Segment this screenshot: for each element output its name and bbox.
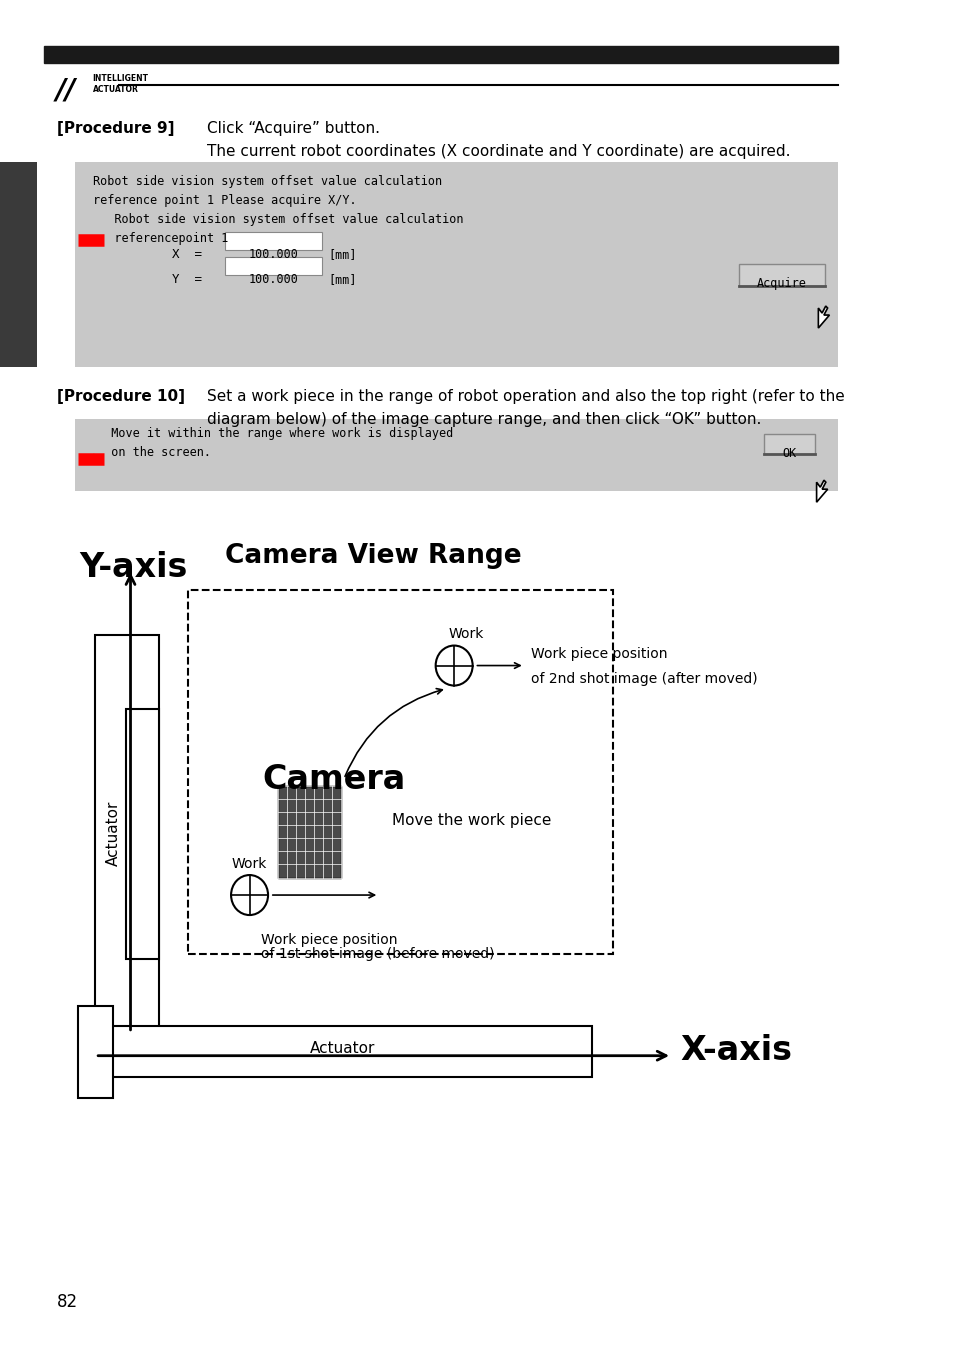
Text: Actuator: Actuator	[105, 801, 120, 865]
Text: INTELLIGENT
ACTUATOR: INTELLIGENT ACTUATOR	[92, 74, 149, 93]
Text: Y-axis: Y-axis	[79, 551, 188, 583]
Text: 82: 82	[57, 1293, 78, 1311]
Text: of 2nd shot image (after moved): of 2nd shot image (after moved)	[530, 671, 757, 686]
Text: //: //	[55, 77, 75, 105]
Text: 100.000: 100.000	[248, 248, 298, 262]
Text: 100.000: 100.000	[248, 273, 298, 286]
Text: Set a work piece in the range of robot operation and also the top right (refer t: Set a work piece in the range of robot o…	[207, 389, 844, 404]
Text: X-axis: X-axis	[680, 1034, 792, 1068]
Circle shape	[231, 875, 268, 915]
Circle shape	[436, 645, 472, 686]
Bar	[763, 435, 814, 454]
Text: [Procedure 9]: [Procedure 9]	[57, 122, 174, 136]
Text: Click “Acquire” button.: Click “Acquire” button.	[207, 122, 380, 136]
Text: Robot side vision system offset value calculation: Robot side vision system offset value ca…	[92, 176, 441, 189]
Text: Work: Work	[231, 857, 266, 871]
Polygon shape	[816, 481, 827, 502]
Text: Actuator: Actuator	[309, 1041, 375, 1057]
Text: Move it within the range where work is displayed: Move it within the range where work is d…	[97, 427, 453, 440]
Text: Acquire: Acquire	[757, 277, 806, 290]
Text: referencepoint 1: referencepoint 1	[92, 232, 228, 246]
Bar	[44, 46, 837, 63]
Text: Move the work piece: Move the work piece	[392, 813, 551, 828]
Text: X  =: X =	[172, 248, 202, 262]
Bar	[95, 1026, 591, 1077]
Text: [mm]: [mm]	[328, 273, 356, 286]
Text: [mm]: [mm]	[328, 248, 356, 262]
Polygon shape	[818, 306, 828, 328]
Text: [Procedure 10]: [Procedure 10]	[57, 389, 185, 404]
Text: Camera: Camera	[262, 763, 406, 795]
Bar	[0, 162, 37, 367]
Bar	[75, 418, 837, 491]
Text: Work piece position: Work piece position	[530, 647, 667, 660]
Text: Work: Work	[448, 626, 483, 640]
Text: on the screen.: on the screen.	[97, 446, 211, 459]
Bar	[277, 786, 341, 878]
Text: reference point 1 Please acquire X/Y.: reference point 1 Please acquire X/Y.	[92, 194, 355, 208]
Bar	[75, 162, 837, 367]
Text: Y  =: Y =	[172, 273, 202, 286]
Text: Camera View Range: Camera View Range	[225, 543, 521, 568]
Bar	[225, 256, 321, 274]
Bar	[188, 590, 612, 954]
Bar	[225, 232, 321, 250]
Text: of 1st shot image (before moved): of 1st shot image (before moved)	[261, 948, 494, 961]
Bar	[77, 1006, 112, 1098]
Text: diagram below) of the image capture range, and then click “OK” button.: diagram below) of the image capture rang…	[207, 412, 760, 427]
Text: OK: OK	[781, 447, 796, 460]
Text: Robot side vision system offset value calculation: Robot side vision system offset value ca…	[92, 213, 462, 227]
Bar	[95, 634, 158, 1033]
Bar	[126, 709, 158, 958]
Text: The current robot coordinates (X coordinate and Y coordinate) are acquired.: The current robot coordinates (X coordin…	[207, 144, 790, 159]
Bar	[739, 263, 824, 285]
Text: Work piece position: Work piece position	[261, 933, 397, 948]
